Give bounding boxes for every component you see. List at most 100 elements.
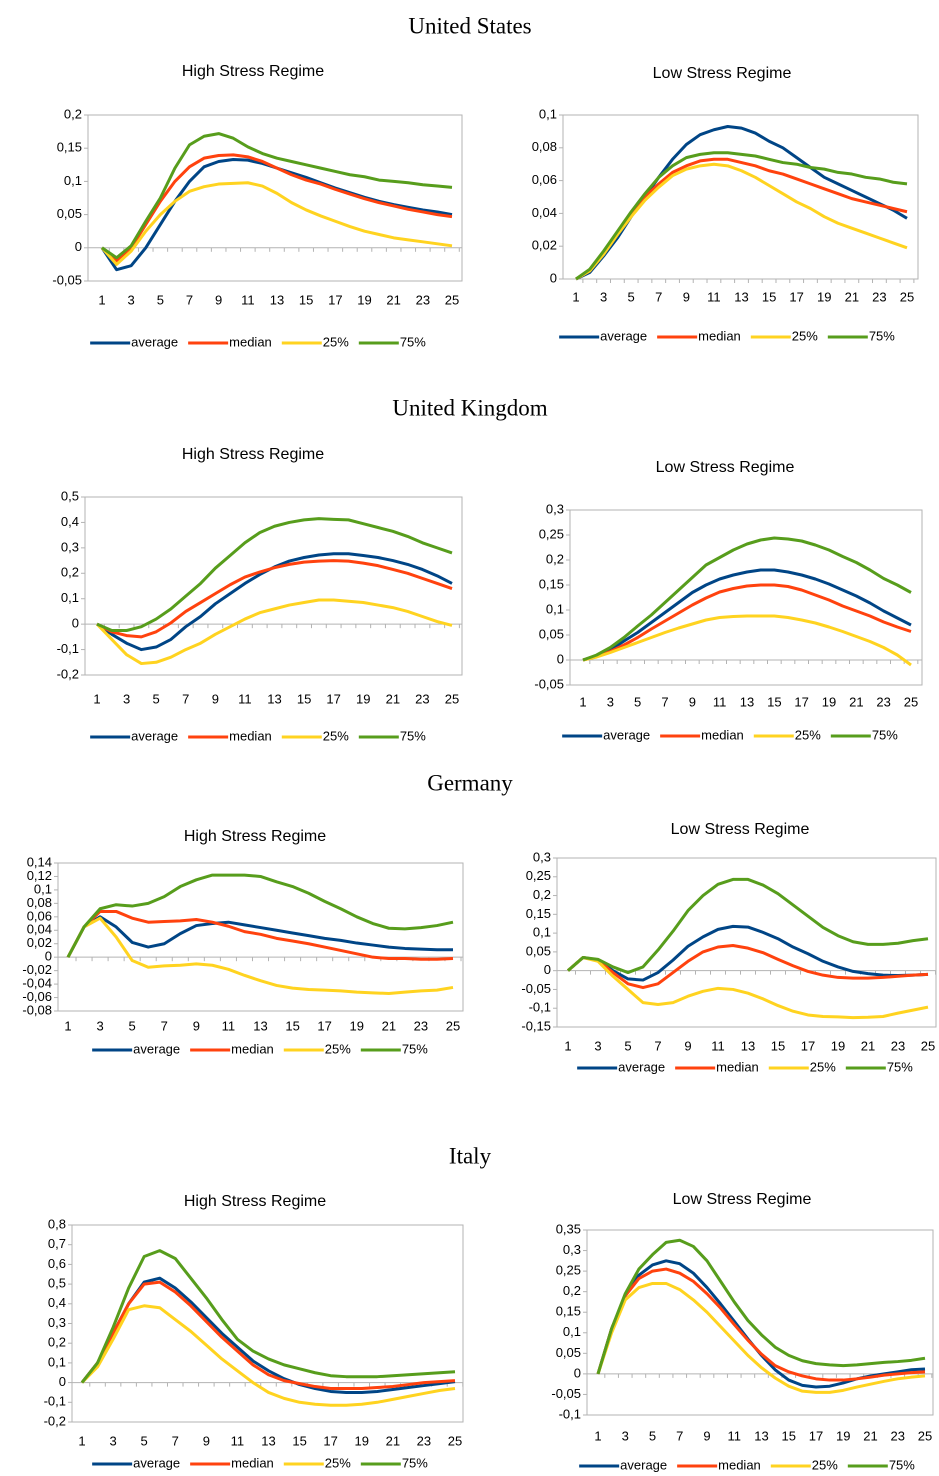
y-tick-label: -0,04 — [22, 976, 52, 991]
x-tick-label: 11 — [222, 1018, 236, 1033]
x-tick-label: 3 — [123, 691, 130, 706]
y-tick-label: 0,05 — [539, 626, 564, 641]
x-tick-label: 13 — [270, 292, 284, 307]
y-tick-label: 0,15 — [539, 576, 564, 591]
x-tick-label: 1 — [64, 1018, 71, 1033]
series-line — [575, 124, 908, 281]
series-line — [100, 153, 453, 263]
x-tick-label: 13 — [253, 1018, 267, 1033]
x-tick-label: 25 — [445, 691, 459, 706]
series-line — [582, 614, 912, 667]
y-tick-label: 0,3 — [546, 501, 564, 516]
x-tick-label: 9 — [212, 691, 219, 706]
legend-label: average — [133, 1041, 180, 1056]
y-tick-label: -0,1 — [57, 641, 79, 656]
legend: average median 25% 75% — [90, 728, 426, 743]
y-tick-label: 0,3 — [48, 1315, 66, 1330]
x-tick-label: 11 — [728, 1428, 742, 1443]
x-tick-label: 9 — [215, 292, 222, 307]
x-tick-label: 17 — [328, 292, 342, 307]
legend-label: median — [701, 727, 744, 742]
x-tick-label: 9 — [684, 1038, 691, 1053]
plot-frame — [586, 1229, 934, 1416]
x-tick-label: 5 — [141, 1433, 148, 1448]
y-tick-label: 0,08 — [532, 139, 557, 154]
x-tick-label: 13 — [267, 691, 281, 706]
x-tick-label: 5 — [157, 292, 164, 307]
x-tick-label: 25 — [918, 1428, 932, 1443]
legend-label: 25% — [792, 328, 818, 343]
x-tick-label: 23 — [416, 292, 430, 307]
series-line — [100, 181, 453, 266]
x-tick-label: 17 — [809, 1428, 823, 1443]
series-line — [100, 157, 453, 272]
y-tick-label: -0,05 — [551, 1386, 581, 1401]
series-line — [66, 873, 454, 958]
y-tick-label: 0 — [574, 1365, 581, 1380]
x-tick-label: 3 — [109, 1433, 116, 1448]
y-tick-label: 0,1 — [546, 601, 564, 616]
x-tick-label: 23 — [417, 1433, 431, 1448]
x-tick-label: 7 — [676, 1428, 683, 1443]
series-line — [567, 877, 929, 975]
x-tick-label: 1 — [564, 1038, 571, 1053]
y-tick-label: 0,02 — [27, 935, 52, 950]
legend-label: 75% — [402, 1455, 428, 1470]
legend-label: 75% — [869, 328, 895, 343]
legend-label: 25% — [812, 1457, 838, 1472]
legend: average median 25% 75% — [92, 1041, 428, 1056]
y-tick-label: 0 — [45, 949, 52, 964]
y-tick-label: 0,2 — [563, 1283, 581, 1298]
legend-label: median — [229, 728, 272, 743]
x-tick-label: 3 — [622, 1428, 629, 1443]
x-tick-label: 15 — [285, 1018, 299, 1033]
x-tick-label: 1 — [78, 1433, 85, 1448]
x-tick-label: 25 — [445, 292, 459, 307]
x-tick-label: 23 — [872, 289, 886, 304]
x-tick-label: 19 — [817, 289, 831, 304]
x-tick-label: 3 — [600, 289, 607, 304]
y-tick-label: 0,3 — [61, 539, 79, 554]
x-tick-label: 13 — [261, 1433, 275, 1448]
x-tick-label: 23 — [415, 691, 429, 706]
chart-title: High Stress Regime — [182, 63, 324, 80]
series-line — [582, 568, 912, 662]
section-title: United Kingdom — [392, 395, 547, 420]
legend-label: 75% — [400, 728, 426, 743]
y-tick-label: 0,25 — [556, 1263, 581, 1278]
series-line — [101, 132, 453, 260]
y-tick-label: 0,2 — [48, 1335, 66, 1350]
legend-label: average — [600, 328, 647, 343]
y-tick-label: 0,6 — [48, 1256, 66, 1271]
chart-title: Low Stress Regime — [671, 821, 810, 838]
y-tick-label: 0,14 — [27, 854, 52, 869]
series-line — [80, 1249, 456, 1384]
y-tick-label: 0,1 — [539, 106, 557, 121]
y-tick-label: 0,5 — [48, 1276, 66, 1291]
y-tick-label: 0,4 — [48, 1295, 66, 1310]
x-tick-label: 19 — [831, 1038, 845, 1053]
plot-frame — [87, 114, 463, 282]
y-tick-label: 0,5 — [61, 488, 79, 503]
x-tick-label: 17 — [317, 1018, 331, 1033]
series-line — [66, 916, 454, 996]
x-tick-label: 15 — [297, 691, 311, 706]
y-tick-label: 0,1 — [34, 881, 52, 896]
legend-label: 75% — [872, 727, 898, 742]
y-tick-label: 0,1 — [48, 1354, 66, 1369]
x-tick-label: 5 — [129, 1018, 136, 1033]
legend-label: median — [716, 1059, 759, 1074]
x-tick-label: 1 — [579, 694, 586, 709]
x-tick-label: 17 — [794, 694, 808, 709]
legend-label: median — [231, 1455, 274, 1470]
y-tick-label: 0,2 — [61, 565, 79, 580]
x-tick-label: 15 — [762, 289, 776, 304]
x-tick-label: 19 — [822, 694, 836, 709]
x-tick-label: 13 — [754, 1428, 768, 1443]
series-line — [596, 1267, 926, 1382]
x-tick-label: 1 — [93, 691, 100, 706]
x-tick-label: 1 — [572, 289, 579, 304]
legend-label: average — [133, 1455, 180, 1470]
y-tick-label: 0,05 — [526, 943, 551, 958]
